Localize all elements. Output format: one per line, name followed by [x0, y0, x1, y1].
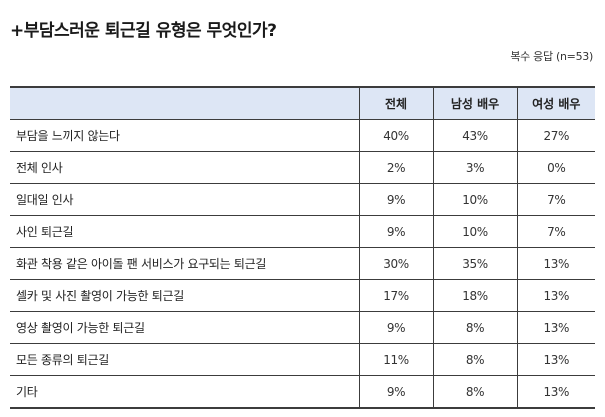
- survey-table: 전체 남성 배우 여성 배우 부담을 느끼지 않는다 40% 43% 27% 전…: [10, 86, 595, 409]
- response-note: 복수 응답 (n=53): [510, 50, 593, 63]
- cell-male: 3%: [432, 151, 517, 184]
- cell-female: 13%: [516, 279, 595, 312]
- table-row: 화관 착용 같은 아이돌 팬 서비스가 요구되는 퇴근길 30% 35% 13%: [10, 247, 595, 280]
- cell-total: 9%: [358, 215, 433, 248]
- row-label: 부담을 느끼지 않는다: [10, 119, 359, 152]
- row-label: 셀카 및 사진 촬영이 가능한 퇴근길: [10, 279, 359, 312]
- table-row: 기타 9% 8% 13%: [10, 375, 595, 409]
- cell-total: 9%: [358, 311, 433, 344]
- cell-male: 10%: [432, 215, 517, 248]
- table-row: 일대일 인사 9% 10% 7%: [10, 183, 595, 216]
- table-header-row: 전체 남성 배우 여성 배우: [10, 86, 595, 120]
- cell-male: 43%: [432, 119, 517, 152]
- table-row: 부담을 느끼지 않는다 40% 43% 27%: [10, 119, 595, 152]
- cell-female: 7%: [516, 183, 595, 216]
- row-label: 기타: [10, 375, 359, 409]
- page-title: +부담스러운 퇴근길 유형은 무엇인가?: [10, 21, 277, 41]
- cell-male: 18%: [432, 279, 517, 312]
- cell-male: 10%: [432, 183, 517, 216]
- cell-total: 9%: [358, 375, 433, 409]
- cell-total: 17%: [358, 279, 433, 312]
- row-label: 모든 종류의 퇴근길: [10, 343, 359, 376]
- table-row: 영상 촬영이 가능한 퇴근길 9% 8% 13%: [10, 311, 595, 344]
- cell-female: 13%: [516, 343, 595, 376]
- cell-male: 8%: [432, 311, 517, 344]
- header-category: [10, 86, 359, 120]
- cell-total: 30%: [358, 247, 433, 280]
- header-total: 전체: [358, 86, 433, 120]
- table-row: 셀카 및 사진 촬영이 가능한 퇴근길 17% 18% 13%: [10, 279, 595, 312]
- cell-female: 13%: [516, 247, 595, 280]
- cell-male: 8%: [432, 343, 517, 376]
- cell-female: 13%: [516, 375, 595, 409]
- table-row: 모든 종류의 퇴근길 11% 8% 13%: [10, 343, 595, 376]
- row-label: 전체 인사: [10, 151, 359, 184]
- row-label: 일대일 인사: [10, 183, 359, 216]
- cell-female: 0%: [516, 151, 595, 184]
- cell-total: 9%: [358, 183, 433, 216]
- cell-female: 27%: [516, 119, 595, 152]
- cell-total: 40%: [358, 119, 433, 152]
- header-male-actors: 남성 배우: [432, 86, 517, 120]
- cell-female: 13%: [516, 311, 595, 344]
- header-female-actors: 여성 배우: [516, 86, 595, 120]
- cell-total: 2%: [358, 151, 433, 184]
- cell-female: 7%: [516, 215, 595, 248]
- cell-male: 8%: [432, 375, 517, 409]
- row-label: 영상 촬영이 가능한 퇴근길: [10, 311, 359, 344]
- cell-male: 35%: [432, 247, 517, 280]
- table-row: 전체 인사 2% 3% 0%: [10, 151, 595, 184]
- table-row: 사인 퇴근길 9% 10% 7%: [10, 215, 595, 248]
- row-label: 화관 착용 같은 아이돌 팬 서비스가 요구되는 퇴근길: [10, 247, 359, 280]
- cell-total: 11%: [358, 343, 433, 376]
- row-label: 사인 퇴근길: [10, 215, 359, 248]
